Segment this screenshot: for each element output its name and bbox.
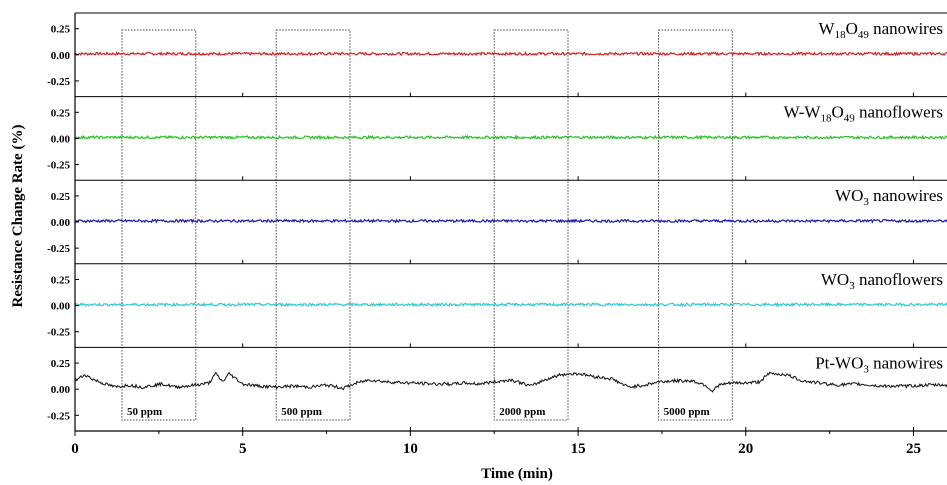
series-label: Pt-WO3 nanowires <box>815 353 943 375</box>
y-tick-label: -0.25 <box>47 76 70 88</box>
x-tick-label: 10 <box>403 441 418 457</box>
y-tick-label: 0.00 <box>51 133 71 145</box>
exposure-box <box>121 29 197 421</box>
y-tick-label: -0.25 <box>47 327 70 339</box>
y-axis-title: Resistance Change Rate (%) <box>10 125 26 308</box>
y-tick-label: 0.25 <box>51 191 71 203</box>
exposure-box <box>493 29 569 421</box>
y-tick-label: 0.00 <box>51 384 71 396</box>
x-tick-label: 0 <box>71 441 79 457</box>
exposure-box <box>658 29 733 421</box>
series-label: W18O49 nanowires <box>819 19 943 41</box>
x-axis-title: Time (min) <box>481 466 553 482</box>
y-tick-label: -0.25 <box>47 410 70 422</box>
series-line-4 <box>74 301 947 308</box>
series-traces <box>74 51 947 393</box>
y-tick-label: 0.25 <box>51 107 71 119</box>
series-label: WO3 nanoflowers <box>821 270 943 292</box>
y-tick-label: 0.00 <box>51 217 71 229</box>
y-tick-label: -0.25 <box>47 243 70 255</box>
y-tick-label: 0.25 <box>51 24 71 36</box>
y-tick-label: 0.00 <box>51 301 71 313</box>
series-line-2 <box>74 134 947 141</box>
x-tick-label: 25 <box>906 441 921 457</box>
series-line-5 <box>74 371 947 393</box>
y-tick-label: 0.25 <box>51 274 71 286</box>
exposure-label: 500 ppm <box>281 406 322 418</box>
y-tick-label: 0.00 <box>51 50 71 62</box>
exposure-label: 50 ppm <box>127 406 162 418</box>
exposure-box <box>275 29 351 421</box>
exposure-label: 2000 ppm <box>499 406 545 418</box>
y-tick-label: 0.25 <box>51 358 71 370</box>
series-label: W-W18O49 nanoflowers <box>784 103 943 125</box>
series-line-1 <box>74 51 947 57</box>
x-tick-label: 15 <box>571 441 586 457</box>
y-tick-label: -0.25 <box>47 160 70 172</box>
x-tick-label: 5 <box>239 441 247 457</box>
exposure-label: 5000 ppm <box>664 406 710 418</box>
panels: W18O49 nanowires W-W18O49 nanoflowers WO3 … <box>75 12 947 375</box>
series-label: WO3 nanowires <box>835 186 943 208</box>
axes: 0.25 0.00 -0.25 0.25 0.00 -0.25 0.25 0.00 -0.25 0… <box>47 13 947 457</box>
series-line-3 <box>74 218 947 224</box>
exposure-windows: 50 ppm 500 ppm 2000 ppm 5000 ppm <box>121 29 733 421</box>
x-tick-label: 20 <box>738 441 753 457</box>
